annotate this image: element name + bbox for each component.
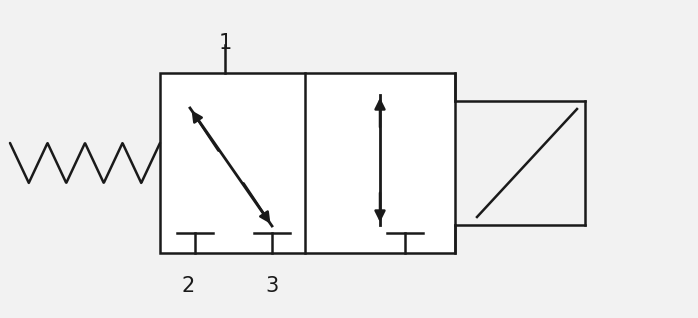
Text: 1: 1 [218,33,232,53]
Text: 2: 2 [181,276,195,296]
Text: 3: 3 [265,276,279,296]
Bar [160,73,455,253]
